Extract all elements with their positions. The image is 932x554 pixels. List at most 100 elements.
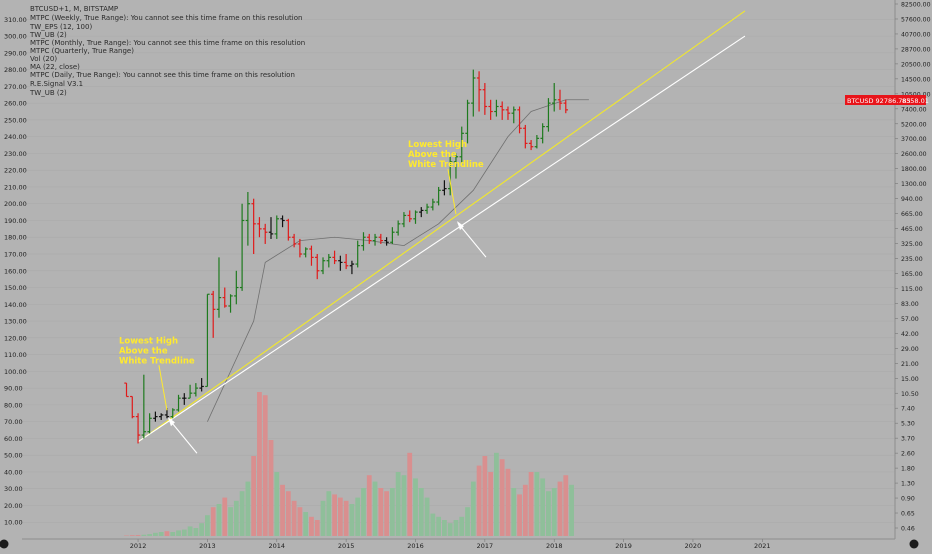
volume-bar <box>332 494 337 536</box>
left-tick-label: 60.00 <box>4 435 23 443</box>
time-tick-label: 2018 <box>546 542 563 550</box>
volume-bar <box>338 498 343 536</box>
left-tick-label: 90.00 <box>4 385 23 393</box>
left-tick-label: 200.00 <box>4 200 27 208</box>
volume-bar <box>430 514 435 536</box>
volume-bar <box>298 507 303 536</box>
volume-bar <box>511 488 516 536</box>
price-badge: BTCUSD 92786.785 8358.01 <box>845 95 929 105</box>
time-tick-label: 2012 <box>130 542 147 550</box>
volume-bar <box>205 515 210 536</box>
volume-bar <box>465 507 470 536</box>
volume-bar <box>488 472 493 536</box>
right-tick-label: 57.00 <box>901 316 919 323</box>
left-tick-label: 50.00 <box>4 452 23 460</box>
indicator-line: R.E.Signal V3.1 <box>30 80 83 88</box>
volume-bar <box>182 530 187 536</box>
left-tick-label: 250.00 <box>4 116 27 124</box>
volume-bar <box>211 507 216 536</box>
right-tick-label: 28700.00 <box>901 46 931 53</box>
left-tick-label: 110.00 <box>4 351 27 359</box>
volume-bar <box>188 526 193 536</box>
volume-bar <box>523 485 528 536</box>
left-tick-label: 180.00 <box>4 234 27 242</box>
volume-bar <box>170 532 175 536</box>
left-tick-label: 170.00 <box>4 251 27 259</box>
indicator-line: TW_EPS (12, 100) <box>29 23 92 31</box>
volume-bar <box>373 482 378 536</box>
right-tick-label: 115.00 <box>901 286 923 293</box>
annotation-text: White Trendline <box>119 356 195 366</box>
volume-bar <box>563 475 568 536</box>
right-tick-label: 14500.00 <box>901 76 931 83</box>
annotation-text: Above the <box>408 150 457 160</box>
volume-bar <box>251 456 256 536</box>
right-tick-label: 0.90 <box>901 496 915 503</box>
left-tick-label: 40.00 <box>4 468 23 476</box>
right-tick-label: 1.80 <box>901 466 915 473</box>
right-tick-label: 0.46 <box>901 526 915 533</box>
right-tick-label: 465.00 <box>901 226 923 233</box>
volume-bar <box>390 488 395 536</box>
right-tick-label: 3700.00 <box>901 136 927 143</box>
right-tick-label: 57600.00 <box>901 16 931 23</box>
indicator-line: MTPC (Daily, True Range): You cannot see… <box>30 71 295 79</box>
volume-bar <box>292 501 297 536</box>
volume-bar <box>165 531 170 536</box>
volume-bar <box>448 523 453 536</box>
indicator-line: TW_UB (2) <box>29 31 67 39</box>
volume-bar <box>245 482 250 536</box>
volume-bar <box>269 440 274 536</box>
right-tick-label: 665.00 <box>901 211 923 218</box>
volume-bar <box>546 491 551 536</box>
right-tick-label: 3.70 <box>901 436 915 443</box>
right-tick-label: 82500.00 <box>901 2 931 9</box>
annotation-text: Above the <box>119 346 168 356</box>
right-tick-label: 40700.00 <box>901 31 931 38</box>
right-tick-label: 5200.00 <box>901 121 927 128</box>
volume-bar <box>425 498 430 536</box>
volume-bar <box>222 498 227 536</box>
left-tick-label: 280.00 <box>4 66 27 74</box>
settings-button[interactable] <box>910 540 919 549</box>
settings-dot-icon[interactable] <box>910 540 919 549</box>
left-tick-label: 310.00 <box>4 16 27 24</box>
volume-bar <box>552 488 557 536</box>
right-tick-label: 940.00 <box>901 196 923 203</box>
left-tick-label: 240.00 <box>4 133 27 141</box>
volume-bar <box>228 507 233 536</box>
volume-bar <box>257 392 262 536</box>
volume-bar <box>303 512 308 536</box>
time-tick-label: 2015 <box>338 542 355 550</box>
time-tick-label: 2014 <box>269 542 286 550</box>
volume-bar <box>517 494 522 536</box>
volume-bar <box>130 535 135 536</box>
left-tick-label: 100.00 <box>4 368 27 376</box>
volume-bar <box>540 478 545 536</box>
volume-bar <box>367 475 372 536</box>
left-tick-label: 300.00 <box>4 33 27 41</box>
right-tick-label: 15.00 <box>901 376 919 383</box>
volume-bar <box>378 488 383 536</box>
time-tick-label: 2021 <box>754 542 771 550</box>
volume-bar <box>199 523 204 536</box>
right-tick-label: 1300.00 <box>901 181 927 188</box>
volume-bar <box>396 472 401 536</box>
volume-bar <box>471 482 476 536</box>
right-tick-label: 2600.00 <box>901 151 927 158</box>
price-badge-value: 8358.01 <box>902 97 929 105</box>
right-tick-label: 1800.00 <box>901 166 927 173</box>
volume-bar <box>494 453 499 536</box>
volume-bar <box>321 501 326 536</box>
annotation-text: Lowest High <box>119 336 178 346</box>
volume-bar <box>193 528 198 536</box>
right-tick-label: 2.60 <box>901 451 915 458</box>
right-tick-label: 235.00 <box>901 256 923 263</box>
indicator-line: TW_UB (2) <box>29 89 67 97</box>
volume-bar <box>326 491 331 536</box>
left-tick-label: 120.00 <box>4 334 27 342</box>
volume-bar <box>159 532 164 536</box>
volume-bar <box>315 520 320 536</box>
